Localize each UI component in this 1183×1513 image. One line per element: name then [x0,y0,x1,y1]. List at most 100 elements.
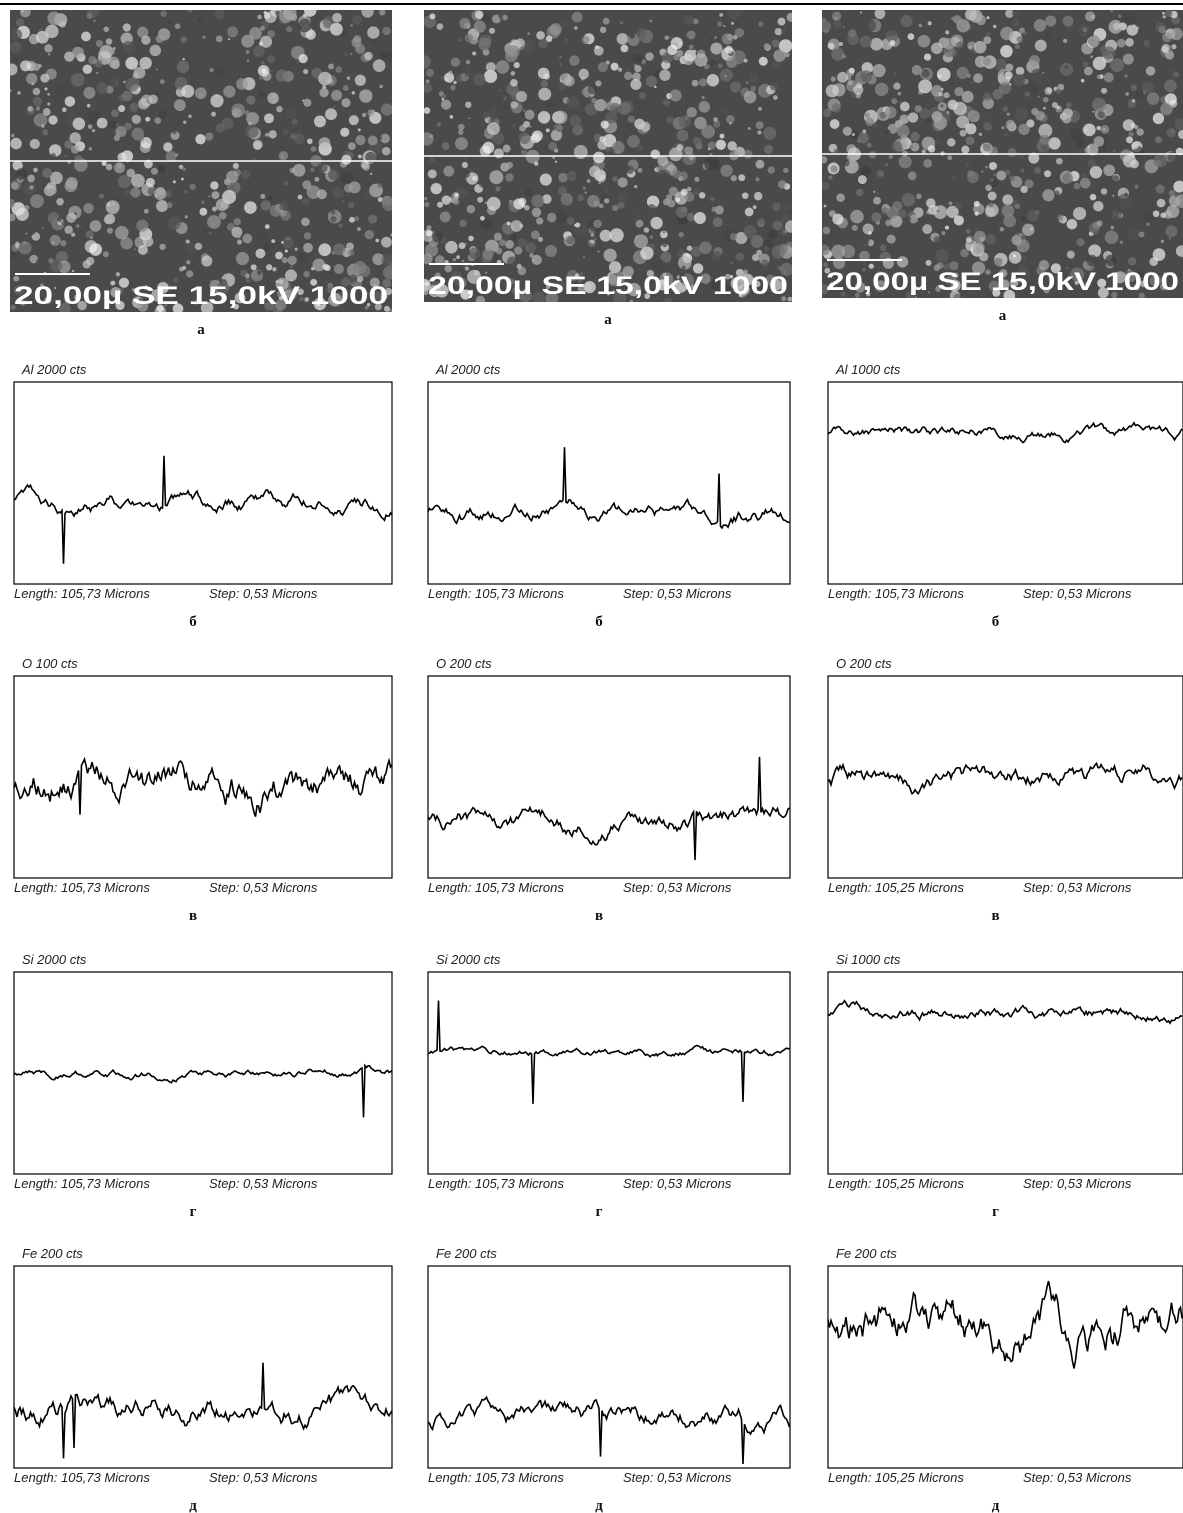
sem-grain [894,73,896,75]
sem-grain [1042,189,1054,201]
sem-grain [889,155,893,159]
sem-grain [694,177,699,182]
sem-grain [267,92,279,104]
sem-grain [710,197,714,201]
sem-grain [292,119,298,125]
sem-grain [453,81,456,84]
sem-grain [358,265,370,277]
sem-grain [287,54,290,57]
sem-grain [1123,119,1135,131]
sem-grain [1067,219,1078,230]
sem-grain [453,258,457,262]
sem-grain [1110,9,1113,12]
sem-grain [1085,11,1095,21]
sem-grain [574,145,588,159]
sem-grain [636,28,647,39]
scan-step: Step: 0,53 Microns [1023,880,1132,895]
sem-grain [999,82,1011,94]
sem-grain [81,32,91,42]
sem-grain [593,152,605,164]
sem-grain [430,13,436,19]
scan-element: Si 2000 cts [436,952,501,967]
sem-grain [768,166,775,173]
sem-grain [41,124,45,128]
sem-grain [875,8,886,19]
sem-grain [694,212,706,224]
sem-grain [182,266,186,270]
sem-grain [735,252,744,261]
sem-grain [750,74,759,83]
sem-grain [465,102,471,108]
sem-grain [672,170,681,179]
sem-grain [731,175,737,181]
page: {"columns": [ {"image": {"overlay": "20,… [0,0,1183,1513]
sem-grain [665,35,669,39]
sem-grain [228,274,233,279]
sem-grain [617,192,628,203]
sem-grain [265,133,269,137]
sem-grain [933,236,942,245]
scan-step: Step: 0,53 Microns [623,880,732,895]
scan-length: Length: 105,25 Microns [828,1470,964,1485]
sem-grain [1086,255,1098,267]
sem-grain [30,185,34,189]
sem-grain [634,185,637,188]
sem-grain [1005,170,1010,175]
sem-grain [989,162,997,170]
sem-grain [441,100,451,110]
sem-grain [1146,222,1150,226]
sem-grain [1039,135,1049,145]
sem-grain [1007,113,1010,116]
sem-grain [871,212,881,222]
sem-grain [1143,212,1154,223]
sem-grain [516,38,525,47]
sem-grain [1120,33,1123,36]
sem-grain [1097,220,1103,226]
sem-grain [47,93,50,96]
sem-grain [730,262,732,264]
sem-grain [1021,217,1026,222]
sem-grain [203,228,206,231]
sem-grain [953,15,962,24]
sem-grain [919,24,923,28]
sem-grain [541,80,548,87]
sem-grain [71,73,85,87]
sem-grain [157,165,165,173]
sem-grain [265,224,270,229]
sem-grain [735,28,744,37]
sem-grain [181,178,184,181]
sem-grain [870,38,883,51]
sem-grain [1123,154,1136,167]
sem-grain [370,173,372,175]
sem-grain [579,69,589,79]
sem-grain [83,64,93,74]
sem-grain [1157,199,1166,208]
sem-grain [1023,31,1027,35]
sem-grain [302,198,309,205]
sem-grain [967,171,979,183]
sem-grain [985,234,996,245]
sem-grain [1005,133,1008,136]
sem-grain [730,160,735,165]
sem-grain [910,132,920,142]
sem-grain [1025,91,1031,97]
sem-grain [598,62,608,72]
sem-grain [639,92,646,99]
sem-grain [1121,42,1125,46]
scan-profile [14,1363,392,1459]
sem-grain [852,225,858,231]
sem-grain [550,23,562,35]
sem-grain [251,264,257,270]
sem-grain [1031,69,1044,82]
sem-grain [92,129,95,132]
sem-grain [1092,111,1094,113]
sem-grain [1096,126,1100,130]
sem-grain [160,79,165,84]
sem-grain [828,43,835,50]
sem-grain [334,264,344,274]
sem-grain [441,94,446,99]
sem-grain [620,21,623,24]
sem-grain [981,171,983,173]
sem-grain [244,201,257,214]
sem-grain [47,11,60,24]
